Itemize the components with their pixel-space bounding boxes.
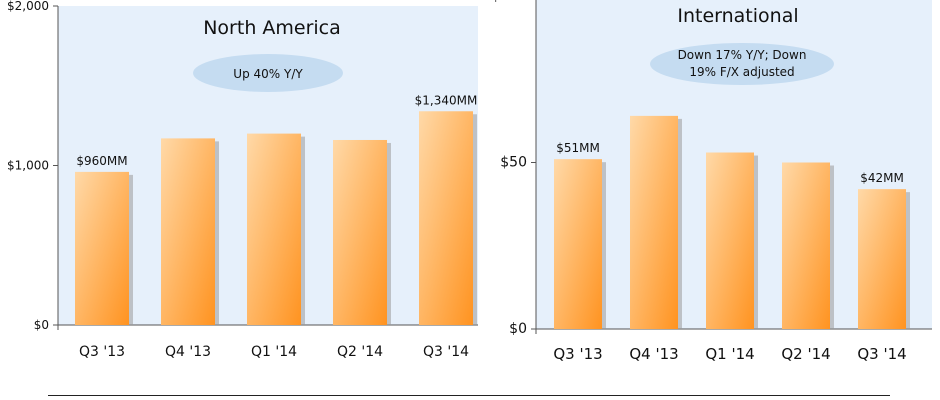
- x-tick-label: Q2 '14: [781, 345, 830, 363]
- y-tick-label: $50: [500, 155, 527, 171]
- bar-q4-13: [161, 138, 215, 325]
- data-label: $51MM: [556, 141, 600, 155]
- x-tick-label: Q2 '14: [337, 344, 383, 360]
- north-america-chart: North America Up 40% Y/Y $0 $1,000 $2,000 $96…: [7, 0, 478, 360]
- annotation-text: Down 17% Y/Y; Down: [678, 48, 807, 62]
- annotation-bubble: [193, 54, 343, 92]
- international-chart: International Down 17% Y/Y; Down 19% F/X a…: [491, 0, 932, 363]
- chart-title: North America: [203, 17, 341, 39]
- bar-q4-13: [630, 115, 678, 329]
- bar-q3-14: [419, 111, 473, 326]
- bar-q1-14: [706, 152, 754, 329]
- y-tick-label: $2,000: [7, 0, 49, 13]
- annotation-text: 19% F/X adjusted: [689, 65, 794, 79]
- y-tick-label: $0: [509, 321, 527, 337]
- x-tick-label: Q1 '14: [705, 345, 754, 363]
- x-tick-label: Q3 '13: [553, 345, 602, 363]
- y-tick-label: $0: [34, 318, 49, 332]
- bottom-divider: [48, 395, 890, 396]
- x-tick-label: Q3 '13: [79, 344, 125, 360]
- bar-q3-14: [858, 189, 906, 329]
- x-tick-label: Q4 '13: [629, 345, 678, 363]
- x-tick-label: Q3 '14: [857, 345, 906, 363]
- bar-q3-13: [75, 171, 129, 325]
- annotation-text: Up 40% Y/Y: [233, 67, 303, 81]
- annotation-bubble: [650, 43, 834, 85]
- x-tick-label: Q1 '14: [251, 344, 297, 360]
- y-tick-label: $100: [491, 0, 527, 4]
- x-tick-label: Q3 '14: [423, 344, 469, 360]
- data-label: $1,340MM: [415, 93, 478, 107]
- bar-q3-13: [554, 159, 602, 329]
- bar-q1-14: [247, 133, 301, 325]
- bar-q2-14: [333, 139, 387, 325]
- x-tick-label: Q4 '13: [165, 344, 211, 360]
- chart-title: International: [677, 5, 798, 27]
- bar-q2-14: [782, 162, 830, 329]
- y-tick-label: $1,000: [7, 159, 49, 173]
- data-label: $960MM: [76, 154, 127, 168]
- data-label: $42MM: [860, 171, 904, 185]
